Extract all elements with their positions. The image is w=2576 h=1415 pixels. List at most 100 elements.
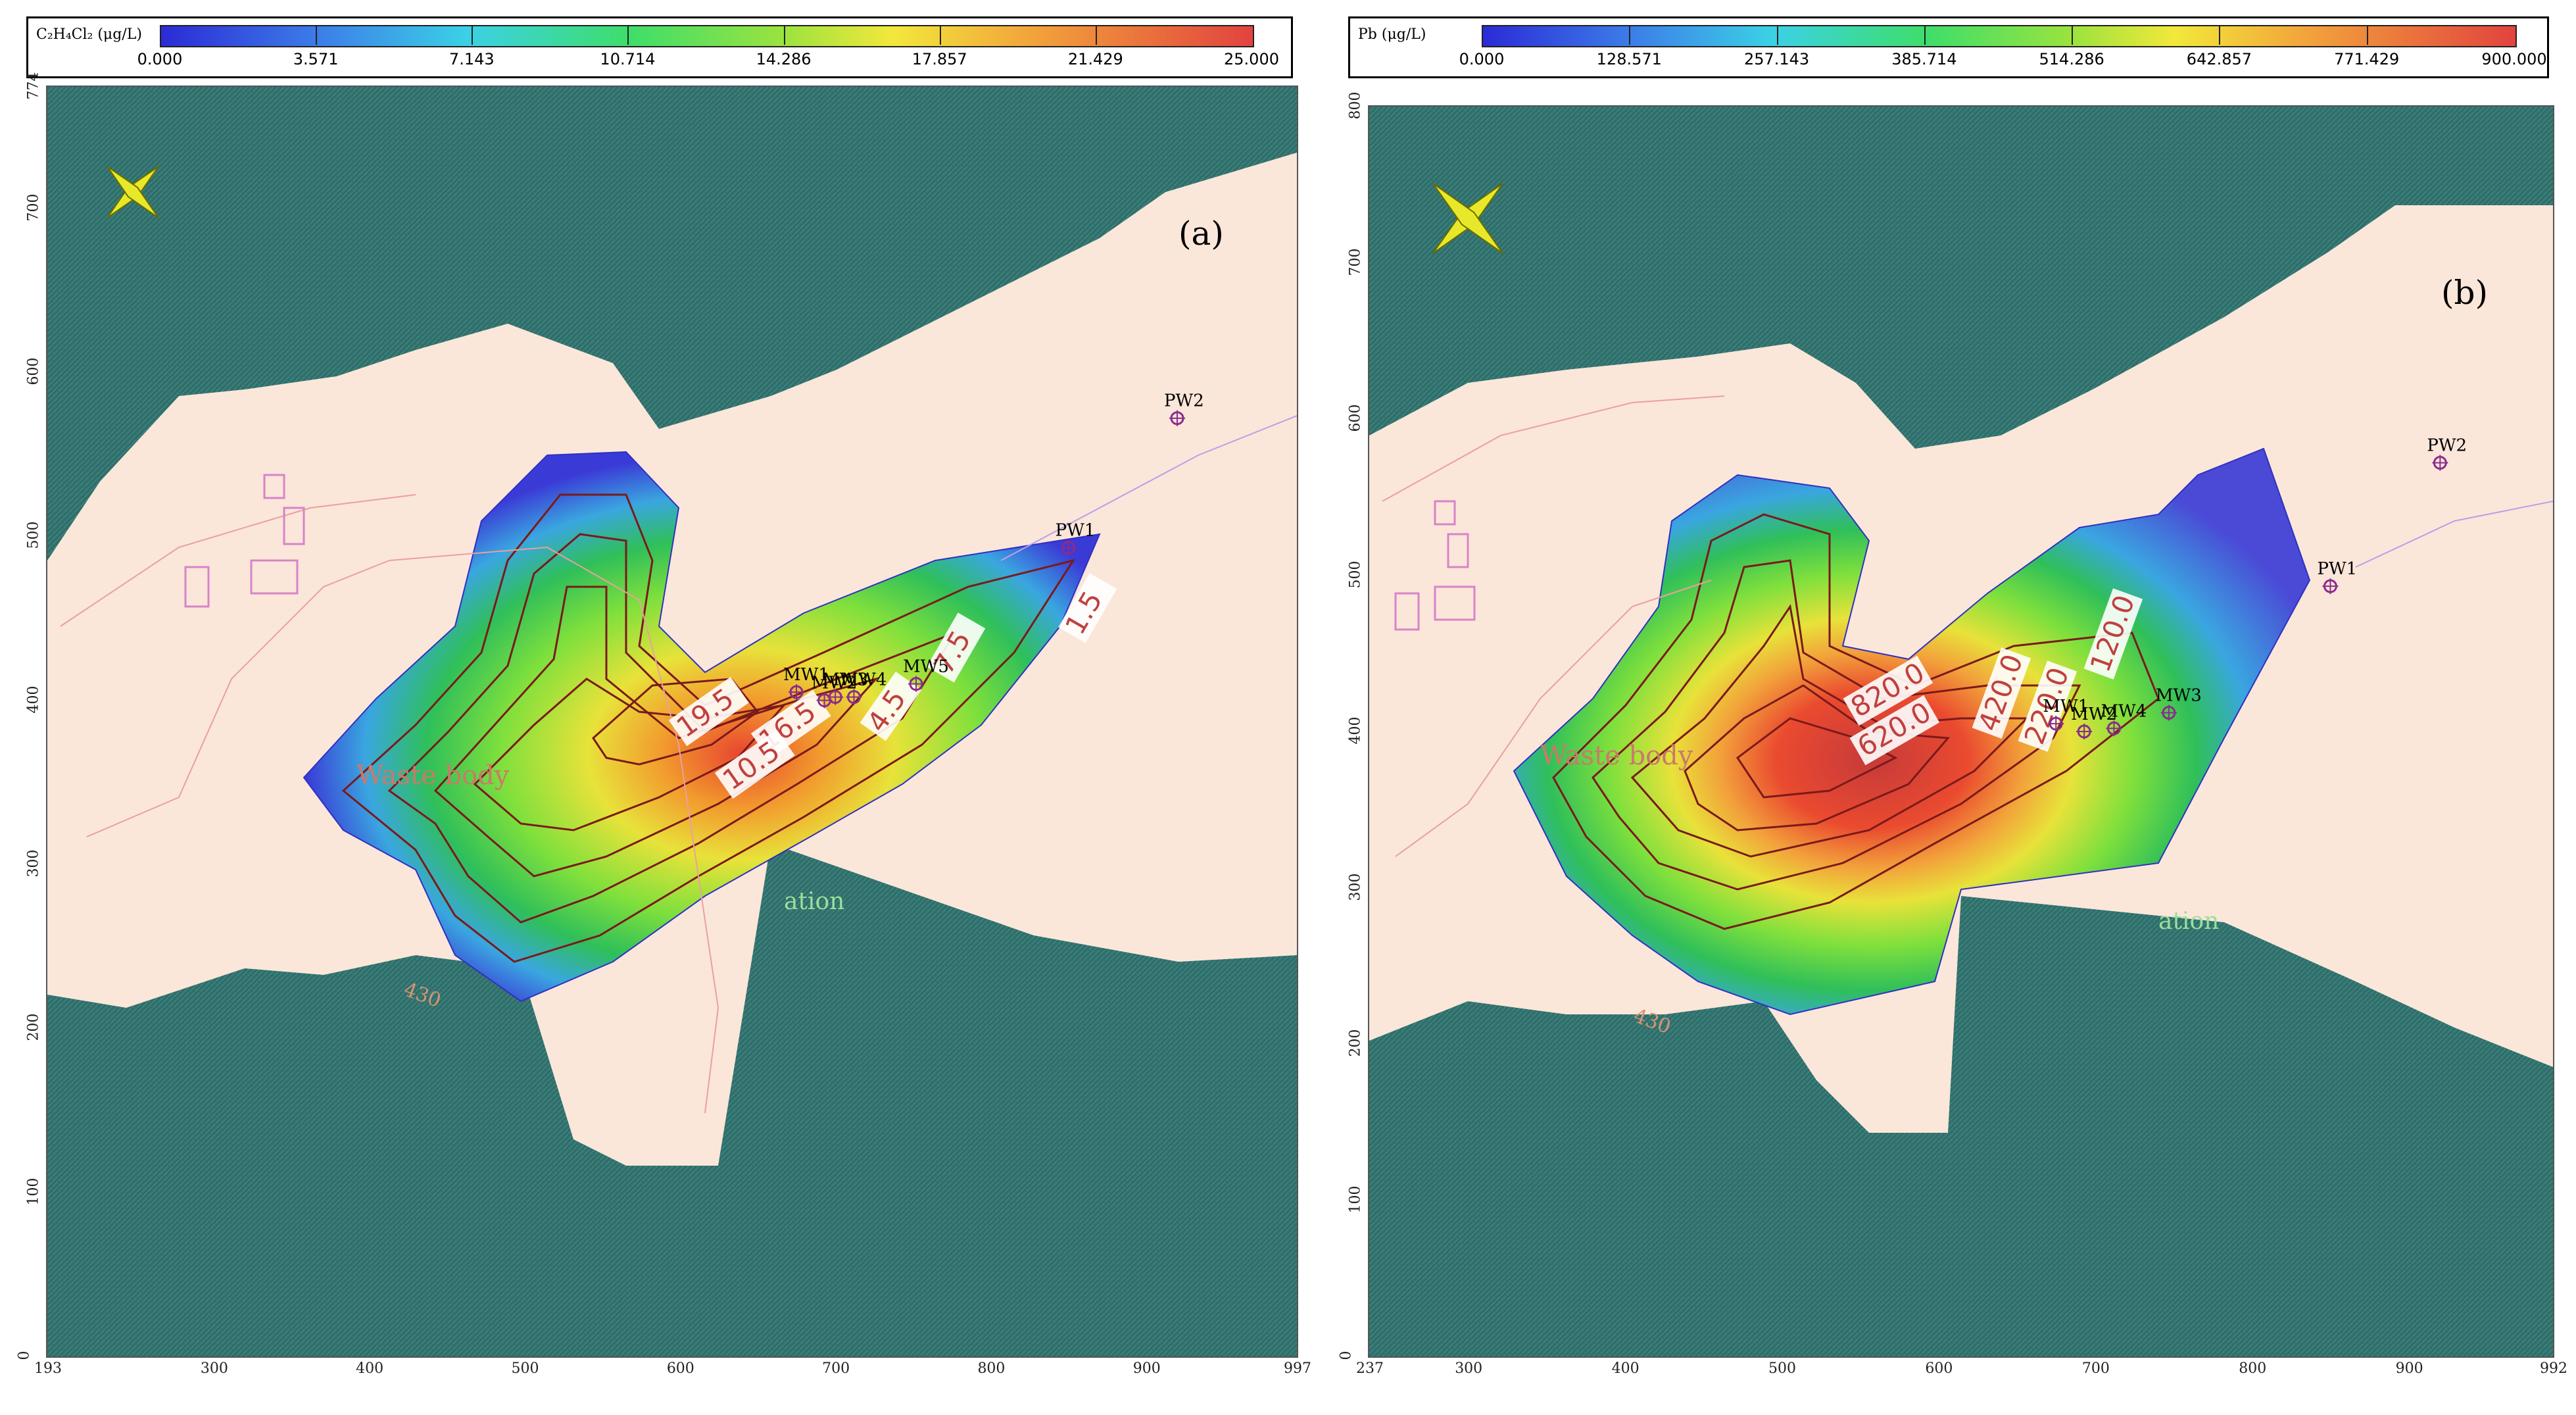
compass-a — [107, 166, 159, 218]
y-axis-tick-label: 500 — [25, 521, 42, 549]
well-mw2: MW2 — [812, 674, 858, 708]
legend-tick-label: 771.429 — [2334, 50, 2400, 68]
well-label: MW4 — [2101, 701, 2147, 721]
legend-tick — [1629, 25, 1631, 45]
y-axis-tick-label: 300 — [25, 849, 42, 878]
legend-tick — [316, 25, 318, 45]
map-text-ation-a: ation — [784, 888, 844, 915]
y-axis-tick-label: 300 — [1347, 873, 1364, 901]
well-pw1: PW1 — [1056, 521, 1095, 556]
legend-tick-label: 14.286 — [756, 50, 812, 68]
compass-b — [1432, 183, 1503, 254]
x-axis-tick-label: 400 — [356, 1360, 384, 1377]
y-axis-tick-label: 800 — [1347, 91, 1364, 120]
y-axis-tick-label: 600 — [1347, 404, 1364, 432]
legend-tick-label: 7.143 — [449, 50, 495, 68]
well-label: MW1 — [2043, 697, 2089, 716]
buildings-a — [184, 474, 305, 608]
well-mw2: MW2 — [2071, 705, 2117, 739]
legend-tick-label: 21.429 — [1067, 50, 1123, 68]
legend-tick — [2219, 25, 2221, 45]
map-text-waste-body-b: Waste body — [1540, 741, 1693, 771]
well-mw1: MW1 — [783, 665, 829, 701]
x-axis-tick-label: 193 — [34, 1360, 62, 1377]
well-label: MW3 — [2156, 686, 2202, 706]
legend-tick-label: 642.857 — [2186, 50, 2252, 68]
legend-tick-label: 257.143 — [1743, 50, 1810, 68]
legend-tick-label: 514.286 — [2039, 50, 2104, 68]
y-axis-tick-label: 200 — [1347, 1029, 1364, 1057]
legend-tick — [1095, 25, 1097, 45]
panel-label-b: (b) — [2441, 274, 2488, 312]
well-pw1: PW1 — [2317, 559, 2357, 595]
y-axis-tick-label: 700 — [25, 193, 42, 222]
well-label: MW3 — [822, 670, 868, 690]
y-axis-tick-label: 0 — [16, 1351, 33, 1360]
land-contours-a — [60, 415, 1297, 1114]
y-axis-tick-label: 100 — [1347, 1185, 1364, 1213]
y-axis-tick-label: 600 — [25, 357, 42, 385]
legend-tick — [783, 25, 785, 45]
well-label: PW1 — [2317, 559, 2357, 579]
x-axis-tick-label: 300 — [1455, 1360, 1483, 1377]
legend-a: C₂H₄Cl₂ (μg/L) 0.000 3.571 7.143 10.714 14.2… — [26, 16, 1293, 78]
buildings-b — [1394, 500, 1476, 631]
legend-a-colorbar — [160, 25, 1254, 47]
legend-tick — [1924, 25, 1926, 45]
well-label: PW2 — [1164, 391, 1204, 411]
x-axis-tick-label: 500 — [511, 1360, 539, 1377]
well-pw2: PW2 — [1164, 391, 1204, 426]
well-label: MW5 — [903, 657, 949, 677]
legend-tick — [2072, 25, 2074, 45]
x-axis-tick-label: 237 — [1356, 1360, 1384, 1377]
legend-tick — [472, 25, 474, 45]
legend-tick-label: 128.571 — [1596, 50, 1662, 68]
y-axis-tick-label: 200 — [25, 1013, 42, 1041]
legend-tick — [627, 25, 629, 45]
well-label: MW2 — [812, 674, 858, 693]
legend-tick-label: 900.000 — [2481, 50, 2547, 68]
legend-tick — [939, 25, 941, 45]
legend-tick-label: 0.000 — [1459, 50, 1505, 68]
well-mw4: MW4 — [2101, 701, 2147, 737]
legend-tick-label: 0.000 — [137, 50, 183, 68]
map-a-svg: Waste body 430 ation 19.5 16.5 10.5 4.5 … — [47, 87, 1297, 1356]
map-text-waste-body-a: Waste body — [356, 760, 510, 791]
well-label: PW2 — [2427, 436, 2467, 456]
legend-tick — [2366, 25, 2368, 45]
legend-tick-label: 385.714 — [1891, 50, 1957, 68]
well-mw3: MW3 — [2156, 686, 2202, 721]
y-axis-tick-label: 400 — [25, 685, 42, 714]
map-a: Waste body 430 ation 19.5 16.5 10.5 4.5 … — [46, 86, 1298, 1358]
map-b-svg: Waste body 430 ation 820.0 620.0 420.0 2… — [1369, 107, 2553, 1356]
legend-tick — [1776, 25, 1778, 45]
legend-a-title: C₂H₄Cl₂ (μg/L) — [36, 26, 142, 43]
x-axis-tick-label: 600 — [666, 1360, 694, 1377]
legend-tick-label: 3.571 — [293, 50, 339, 68]
well-mw1: MW1 — [2043, 697, 2089, 732]
legend-tick-label: 10.714 — [600, 50, 656, 68]
well-label: MW4 — [840, 670, 887, 690]
x-axis-tick-label: 300 — [200, 1360, 228, 1377]
contour-lines-b — [1552, 513, 2160, 930]
y-axis-tick-label: 500 — [1347, 560, 1364, 588]
well-mw4: MW4 — [840, 670, 887, 705]
x-axis-tick-label: 400 — [1611, 1360, 1640, 1377]
y-axis-tick-label: 0 — [1338, 1351, 1355, 1360]
x-axis-tick-label: 500 — [1768, 1360, 1797, 1377]
legend-tick-label: 17.857 — [911, 50, 967, 68]
x-axis-tick-label: 997 — [1284, 1360, 1311, 1377]
legend-tick-label: 25.000 — [1224, 50, 1279, 68]
x-axis-tick-label: 700 — [2081, 1360, 2110, 1377]
legend-b-title: Pb (μg/L) — [1358, 26, 1426, 43]
x-axis-tick-label: 900 — [1132, 1360, 1161, 1377]
map-b: Waste body 430 ation 820.0 620.0 420.0 2… — [1368, 105, 2554, 1358]
y-axis-tick-label: 100 — [25, 1178, 42, 1206]
y-axis-tick-label: 774 — [25, 72, 42, 100]
x-axis-tick-label: 900 — [2395, 1360, 2423, 1377]
x-axis-tick-label: 992 — [2540, 1360, 2567, 1377]
legend-b: Pb (μg/L) 0.000 128.571 257.143 385.714 514.… — [1348, 16, 2549, 78]
well-pw2: PW2 — [2427, 436, 2467, 471]
